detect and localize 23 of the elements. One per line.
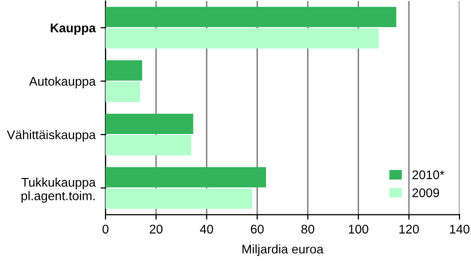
bar: [106, 28, 379, 49]
x-tick-label: 140: [450, 224, 470, 234]
bar: [106, 188, 252, 209]
bar: [106, 135, 192, 156]
x-tick-label: 20: [150, 224, 163, 234]
x-axis-title: Miljardia euroa: [242, 244, 324, 256]
bar: [106, 60, 142, 81]
x-tick-label: 60: [250, 224, 264, 234]
x-tick-label: 40: [200, 224, 214, 234]
x-tick-label: 0: [102, 224, 108, 234]
y-tick-label: Tukkukauppa pl.agent.toim.: [21, 178, 96, 203]
legend-label: 2010*: [412, 170, 444, 180]
x-tick-label: 80: [301, 224, 314, 234]
x-tick-label: 120: [399, 224, 419, 234]
legend-label: 2009: [412, 188, 440, 198]
y-tick-label: Kauppa: [50, 24, 96, 35]
bar: [106, 114, 194, 134]
bar: [106, 82, 140, 102]
bar: [106, 167, 266, 188]
x-tick-label: 100: [348, 224, 368, 234]
bar: [106, 6, 396, 28]
y-tick-label: Vähittäiskauppa: [6, 130, 96, 142]
y-tick-label: Autokauppa: [29, 76, 96, 88]
